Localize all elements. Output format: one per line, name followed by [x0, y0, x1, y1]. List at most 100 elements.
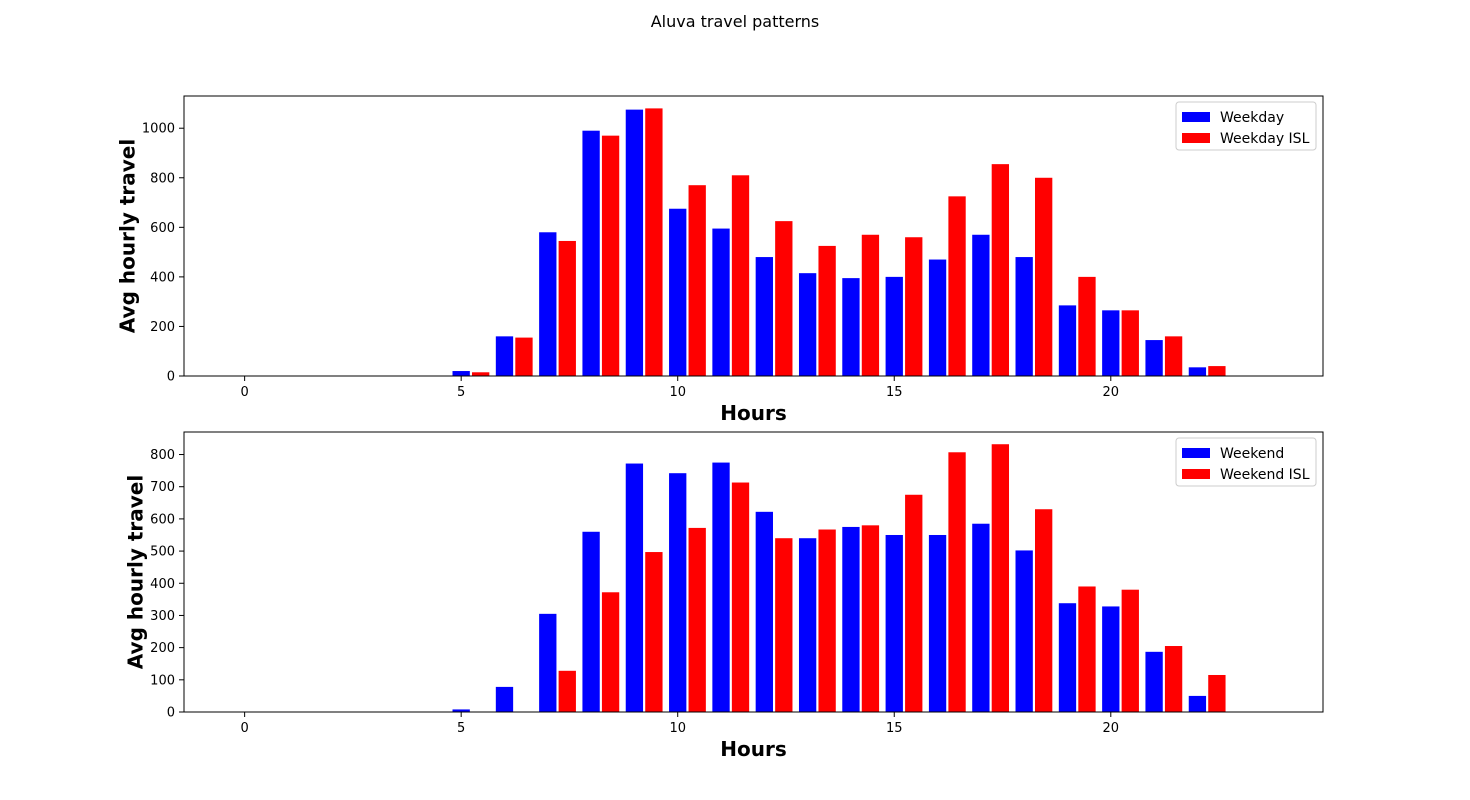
bar: [818, 245, 836, 376]
bar: [452, 371, 470, 376]
y-tick-label: 100: [150, 673, 175, 688]
bar: [495, 336, 514, 376]
bar: [1121, 589, 1139, 712]
legend-label: Weekend: [1220, 446, 1284, 462]
y-tick-label: 200: [150, 320, 175, 335]
bar: [669, 208, 687, 376]
legend: Weekday Weekday ISL: [1175, 101, 1317, 151]
x-tick-label: 20: [1103, 385, 1120, 400]
bar: [1164, 336, 1183, 376]
bar: [731, 175, 750, 376]
bar: [885, 534, 903, 712]
bar: [1145, 651, 1163, 712]
bar: [712, 228, 730, 376]
plot-frame: [183, 95, 1324, 377]
bar: [861, 234, 880, 376]
y-tick-label: 500: [150, 545, 175, 560]
x-tick-label: 0: [240, 385, 248, 400]
bar: [515, 337, 533, 376]
bar: [905, 237, 923, 376]
bar: [1164, 646, 1183, 712]
bar: [669, 473, 687, 712]
bar: [601, 592, 620, 712]
x-tick-label: 10: [669, 721, 686, 736]
figure-title: Aluva travel patterns: [650, 12, 820, 31]
legend: Weekend Weekend ISL: [1175, 437, 1317, 487]
y-tick-label: 200: [150, 641, 175, 656]
x-tick-label: 20: [1103, 721, 1120, 736]
bar: [1188, 367, 1207, 376]
y-tick-label: 600: [150, 221, 175, 236]
bar: [1035, 177, 1053, 376]
bar: [861, 525, 880, 712]
bar: [1121, 310, 1139, 376]
bar: [1058, 603, 1077, 712]
bar: [755, 257, 773, 376]
legend-box: [1175, 437, 1317, 487]
legend-swatch: [1182, 448, 1210, 458]
y-tick-label: 400: [150, 577, 175, 592]
bar: [842, 278, 860, 376]
bar: [558, 670, 576, 712]
y-tick-label: 0: [167, 706, 175, 721]
bar: [582, 130, 600, 376]
bar: [539, 232, 557, 376]
bar: [991, 444, 1010, 712]
y-tick-label: 700: [150, 480, 175, 495]
bar: [1188, 695, 1207, 712]
bar: [798, 273, 817, 376]
y-tick-label: 600: [150, 512, 175, 527]
bar: [601, 135, 620, 376]
x-tick-label: 0: [240, 721, 248, 736]
bar: [495, 686, 514, 712]
bar: [1058, 305, 1077, 376]
x-tick-label: 15: [886, 385, 903, 400]
x-tick-label: 5: [457, 385, 465, 400]
y-axis-label: Avg hourly travel: [124, 475, 148, 669]
bar: [558, 240, 576, 376]
bar: [905, 494, 923, 712]
y-tick-label: 1000: [142, 122, 175, 137]
bar: [539, 613, 557, 712]
bar: [472, 372, 490, 376]
bar: [688, 185, 706, 376]
y-tick-label: 300: [150, 609, 175, 624]
y-tick-label: 800: [150, 448, 175, 463]
x-tick-label: 5: [457, 721, 465, 736]
bar: [755, 511, 773, 712]
bar: [928, 534, 947, 712]
bar: [928, 259, 947, 376]
bar: [991, 164, 1010, 376]
bar: [1015, 550, 1033, 712]
bar: [885, 276, 903, 376]
bar: [972, 523, 990, 712]
bar: [645, 108, 663, 376]
bar: [645, 552, 663, 712]
y-tick-label: 400: [150, 270, 175, 285]
bar: [452, 709, 470, 712]
bar: [798, 538, 817, 712]
bar: [625, 463, 644, 712]
bar: [625, 109, 644, 376]
bar: [818, 529, 836, 712]
bar: [712, 462, 730, 712]
legend-box: [1175, 101, 1317, 151]
bar: [972, 234, 990, 376]
bar: [1208, 674, 1226, 712]
plot-frame: [183, 431, 1324, 713]
y-axis-label: Avg hourly travel: [116, 139, 140, 333]
bar: [842, 526, 860, 712]
bar: [1035, 509, 1053, 712]
legend-swatch: [1182, 112, 1210, 122]
legend-label: Weekday ISL: [1220, 131, 1310, 147]
bar: [775, 221, 793, 376]
bar: [948, 196, 966, 376]
bar: [688, 527, 706, 712]
bar: [948, 452, 966, 712]
y-tick-label: 800: [150, 171, 175, 186]
bar: [1102, 606, 1120, 712]
bar: [1208, 366, 1226, 376]
